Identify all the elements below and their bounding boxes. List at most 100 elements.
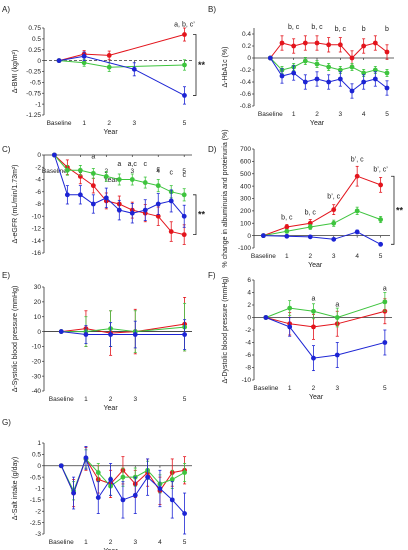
significance-annotation: a <box>117 161 121 168</box>
data-point <box>90 183 96 189</box>
series <box>267 55 390 77</box>
data-point <box>302 40 308 46</box>
data-point <box>182 93 187 98</box>
data-point <box>106 53 112 58</box>
y-tick-label: 0 <box>247 233 251 240</box>
y-axis-label: Δ-Salt intake (g/day) <box>12 457 19 520</box>
panel-label: F) <box>208 271 216 280</box>
data-point <box>95 470 101 475</box>
data-point <box>51 152 57 158</box>
significance-bracket <box>193 34 197 96</box>
data-point <box>108 477 113 482</box>
y-tick-label: 0 <box>247 55 251 62</box>
panel-label: E) <box>2 271 10 280</box>
significance-annotation: c <box>169 170 173 177</box>
data-point <box>169 497 175 503</box>
data-point <box>155 183 161 189</box>
x-tick-label: 4 <box>156 168 160 175</box>
x-tick-label: Baseline <box>253 385 278 392</box>
y-tick-label: -4 <box>245 340 251 347</box>
data-point <box>326 64 332 70</box>
y-tick-label: 400 <box>240 183 251 190</box>
data-point <box>145 474 151 480</box>
series <box>260 206 384 239</box>
data-point <box>157 486 163 491</box>
data-point <box>361 43 367 49</box>
y-tick-label: 300 <box>240 196 251 203</box>
data-point <box>131 66 137 72</box>
panel-c: C)0-2-4-6-8-10-12-14-16Baseline12345Year… <box>2 145 206 257</box>
y-tick-label: 0.25 <box>28 47 41 54</box>
data-point <box>331 220 337 226</box>
data-point <box>279 40 285 46</box>
data-point <box>287 324 293 330</box>
y-tick-label: -8 <box>245 365 251 372</box>
data-point <box>372 76 378 82</box>
significance-annotation: b’, c’ <box>373 166 388 173</box>
significance-annotation: b’, c <box>327 194 340 201</box>
x-tick-label: 5 <box>183 120 187 127</box>
data-point <box>58 329 64 334</box>
panel-g: G) 1 0.5 0 -0.5 -1 -1.5 -2 -2.5 -3 Baseline 1 2 3 4 5 Ye… <box>2 418 192 550</box>
x-tick-label: 2 <box>109 539 113 546</box>
x-tick-label: 5 <box>183 396 187 403</box>
data-point <box>90 170 96 176</box>
series-line <box>263 175 381 237</box>
data-point <box>284 228 290 234</box>
data-point <box>142 207 148 213</box>
data-point <box>361 79 367 85</box>
y-tick-label: -8 <box>35 201 41 208</box>
series <box>263 298 388 340</box>
data-point <box>116 207 122 213</box>
y-tick-label: 0 <box>37 329 41 336</box>
x-tick-label: Baseline <box>49 539 74 546</box>
data-point <box>384 70 390 76</box>
data-point <box>182 332 188 337</box>
x-tick-label: 5 <box>383 385 387 392</box>
data-point <box>64 167 70 173</box>
y-tick-label: -0.75 <box>26 90 41 97</box>
x-tick-label: 1 <box>84 396 88 403</box>
x-tick-label: 5 <box>183 539 187 546</box>
x-tick-label: Baseline <box>42 168 67 175</box>
data-point <box>331 236 337 242</box>
y-tick-label: -1 <box>35 101 41 108</box>
significance-annotation: a <box>383 286 387 293</box>
y-tick-label: -2 <box>35 164 41 171</box>
x-axis-label: Year <box>310 120 325 127</box>
y-tick-label: -16 <box>32 250 42 257</box>
data-point <box>382 299 388 305</box>
data-point <box>182 470 188 475</box>
data-point <box>83 455 89 461</box>
x-tick-label: 2 <box>312 385 316 392</box>
data-point <box>334 315 340 320</box>
series-line <box>59 55 185 96</box>
data-point <box>142 180 148 185</box>
x-axis-label: Year <box>104 177 119 184</box>
data-point <box>311 308 316 314</box>
y-tick-label: -0.4 <box>240 79 252 86</box>
series <box>51 152 187 202</box>
y-tick-label: 0.2 <box>242 43 251 50</box>
significance-annotation: c <box>182 172 186 179</box>
x-tick-label: Baseline <box>49 396 74 403</box>
panel-label: G) <box>2 418 11 427</box>
panel-label: B) <box>208 5 216 14</box>
y-tick-label: -6 <box>245 352 251 359</box>
x-tick-label: 5 <box>379 253 383 260</box>
data-point <box>108 332 113 337</box>
y-axis-label: Δ-HbA1c (%) <box>222 47 229 88</box>
data-point <box>349 55 355 61</box>
y-tick-label: -0.5 <box>30 474 42 481</box>
data-point <box>81 53 87 59</box>
data-point <box>155 213 161 219</box>
series <box>260 229 384 247</box>
x-axis-label: Year <box>104 548 119 550</box>
series <box>263 315 388 372</box>
series-line <box>265 317 386 359</box>
y-axis-label: % change in albuminuria and proteinuria … <box>222 129 229 267</box>
y-tick-label: -100 <box>238 245 251 252</box>
data-point <box>182 32 187 37</box>
significance-bracket <box>391 175 395 245</box>
